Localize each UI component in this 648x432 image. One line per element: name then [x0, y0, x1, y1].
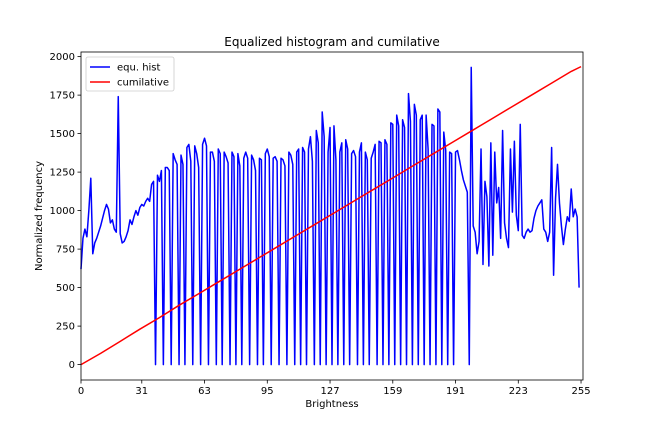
y-axis: 0 250 500 750 1000 1250 1500 1750 2000 — [50, 52, 81, 371]
x-tick-label: 127 — [320, 386, 339, 397]
plot-frame — [80, 51, 584, 381]
x-tick-label: 63 — [198, 386, 211, 397]
y-tick-label: 2000 — [50, 52, 75, 63]
x-axis: 0 31 63 95 127 159 191 223 255 — [78, 380, 591, 397]
legend-label: equ. hist — [117, 63, 161, 74]
x-tick-label: 31 — [135, 386, 148, 397]
y-tick-label: 1750 — [50, 91, 75, 102]
y-tick-label: 250 — [56, 322, 75, 333]
chart-title: Equalized histogram and cumilative — [224, 35, 439, 49]
plot-series — [80, 65, 582, 366]
x-axis-label: Brightness — [305, 399, 358, 410]
y-tick-label: 500 — [56, 283, 75, 294]
y-tick-label: 750 — [56, 245, 75, 256]
y-tick-label: 1500 — [50, 129, 75, 140]
y-tick-label: 1000 — [50, 206, 75, 217]
y-tick-label: 1250 — [50, 168, 75, 179]
series-line-hist — [80, 66, 580, 366]
legend-label: cumilative — [117, 78, 169, 89]
x-tick-label: 255 — [571, 386, 590, 397]
x-tick-label: 191 — [446, 386, 465, 397]
x-tick-label: 0 — [78, 386, 84, 397]
series-line-cumulative — [80, 65, 582, 366]
legend: equ. hist cumilative — [85, 56, 175, 92]
y-tick-label: 0 — [69, 360, 75, 371]
y-axis-label: Normalized frequency — [34, 161, 45, 271]
x-tick-label: 159 — [383, 386, 402, 397]
x-tick-label: 223 — [509, 386, 528, 397]
x-tick-label: 95 — [261, 386, 274, 397]
